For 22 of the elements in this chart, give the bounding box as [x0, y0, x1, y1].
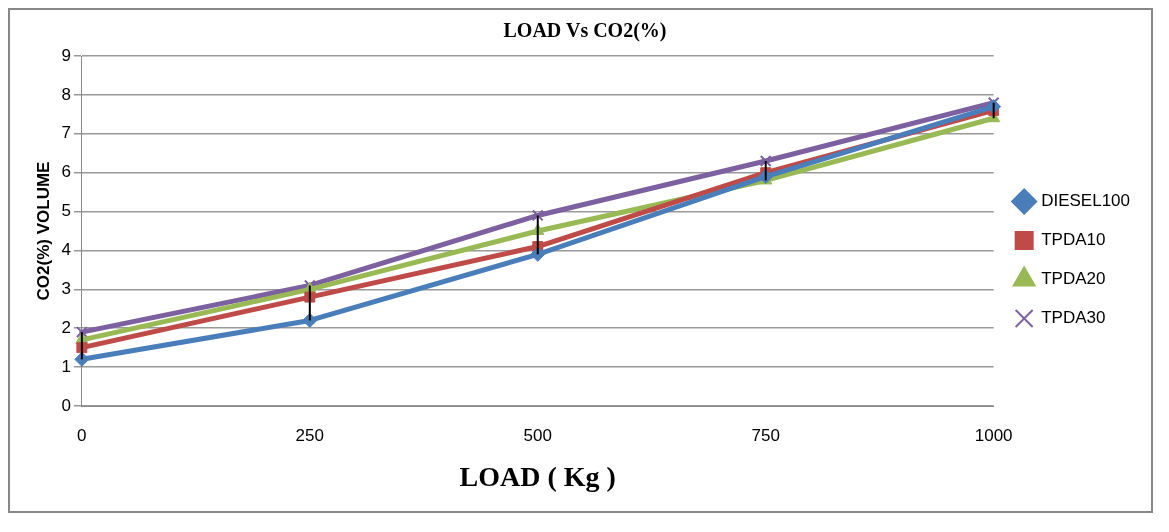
x-tick-label: 250: [295, 425, 324, 445]
legend-label: TPDA20: [1041, 269, 1106, 289]
legend-label: DIESEL100: [1041, 191, 1131, 211]
legend-label: TPDA10: [1041, 230, 1106, 250]
y-tick-label: 8: [61, 84, 71, 104]
x-axis-title: LOAD ( Kg ): [459, 461, 616, 493]
x-tick-label: 500: [523, 425, 552, 445]
x-tick-label: 1000: [974, 425, 1013, 445]
y-tick-label: 6: [61, 162, 71, 182]
y-tick-label: 0: [61, 395, 71, 415]
x-tick-label: 750: [751, 425, 780, 445]
y-tick-label: 2: [61, 317, 71, 337]
y-tick-label: 5: [61, 201, 71, 221]
y-tick-label: 7: [61, 123, 71, 143]
y-tick-label: 9: [61, 45, 71, 65]
y-axis-title: CO2(%) VOLUME: [33, 161, 53, 301]
x-tick-label: 0: [77, 425, 87, 445]
y-tick-label: 1: [61, 356, 71, 376]
legend-label: TPDA30: [1041, 308, 1106, 328]
y-tick-label: 4: [61, 240, 71, 260]
y-tick-label: 3: [61, 279, 71, 299]
chart-title: LOAD Vs CO2(%): [503, 19, 667, 43]
